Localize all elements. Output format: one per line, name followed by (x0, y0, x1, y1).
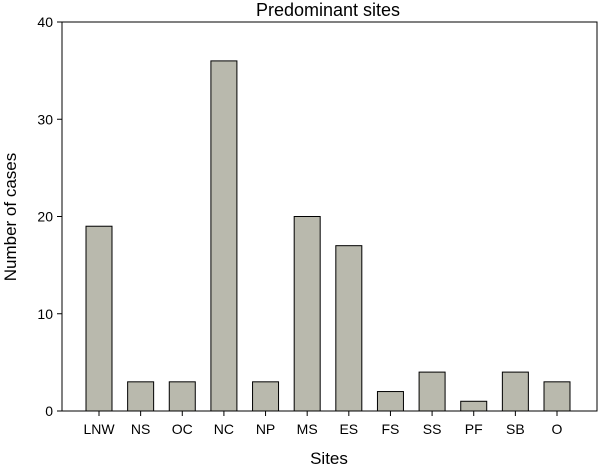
x-tick-label: PF (465, 421, 483, 437)
x-tick-label: O (552, 421, 563, 437)
x-tick-label: ES (339, 421, 358, 437)
x-tick-label: MS (297, 421, 318, 437)
plot-frame (61, 21, 598, 412)
y-tick-label: 0 (45, 403, 53, 419)
x-tick-label: SB (506, 421, 525, 437)
bars (85, 60, 571, 412)
bar-oc (168, 381, 196, 412)
bar-es (335, 245, 363, 412)
bar-fs (376, 391, 404, 412)
bar-np (252, 381, 280, 412)
bar-sb (501, 371, 529, 412)
y-tick-label: 10 (37, 306, 53, 322)
bar-ns (127, 381, 155, 412)
y-tick-label: 40 (37, 14, 53, 30)
x-axis-label: Sites (310, 449, 348, 468)
bar-ms (293, 216, 321, 412)
x-tick-label: SS (423, 421, 442, 437)
bar-nc (210, 60, 238, 412)
x-tick-label: NC (214, 421, 234, 437)
y-tick-label: 30 (37, 111, 53, 127)
bar-o (543, 381, 571, 412)
x-tick-label: NP (256, 421, 275, 437)
bar-pf (460, 400, 488, 412)
y-axis-label: Number of cases (1, 153, 20, 282)
y-axis: 0 10 20 30 40 (37, 14, 62, 419)
x-tick-label: NS (131, 421, 150, 437)
chart-title: Predominant sites (256, 0, 400, 20)
y-tick-label: 20 (37, 209, 53, 225)
bar-ss (418, 371, 446, 412)
x-tick-label: FS (382, 421, 400, 437)
x-tick-label: OC (172, 421, 193, 437)
bar-lnw (85, 225, 113, 412)
x-axis: LNW NS OC NC NP MS ES FS SS PF SB O (83, 411, 563, 437)
x-tick-label: LNW (83, 421, 115, 437)
